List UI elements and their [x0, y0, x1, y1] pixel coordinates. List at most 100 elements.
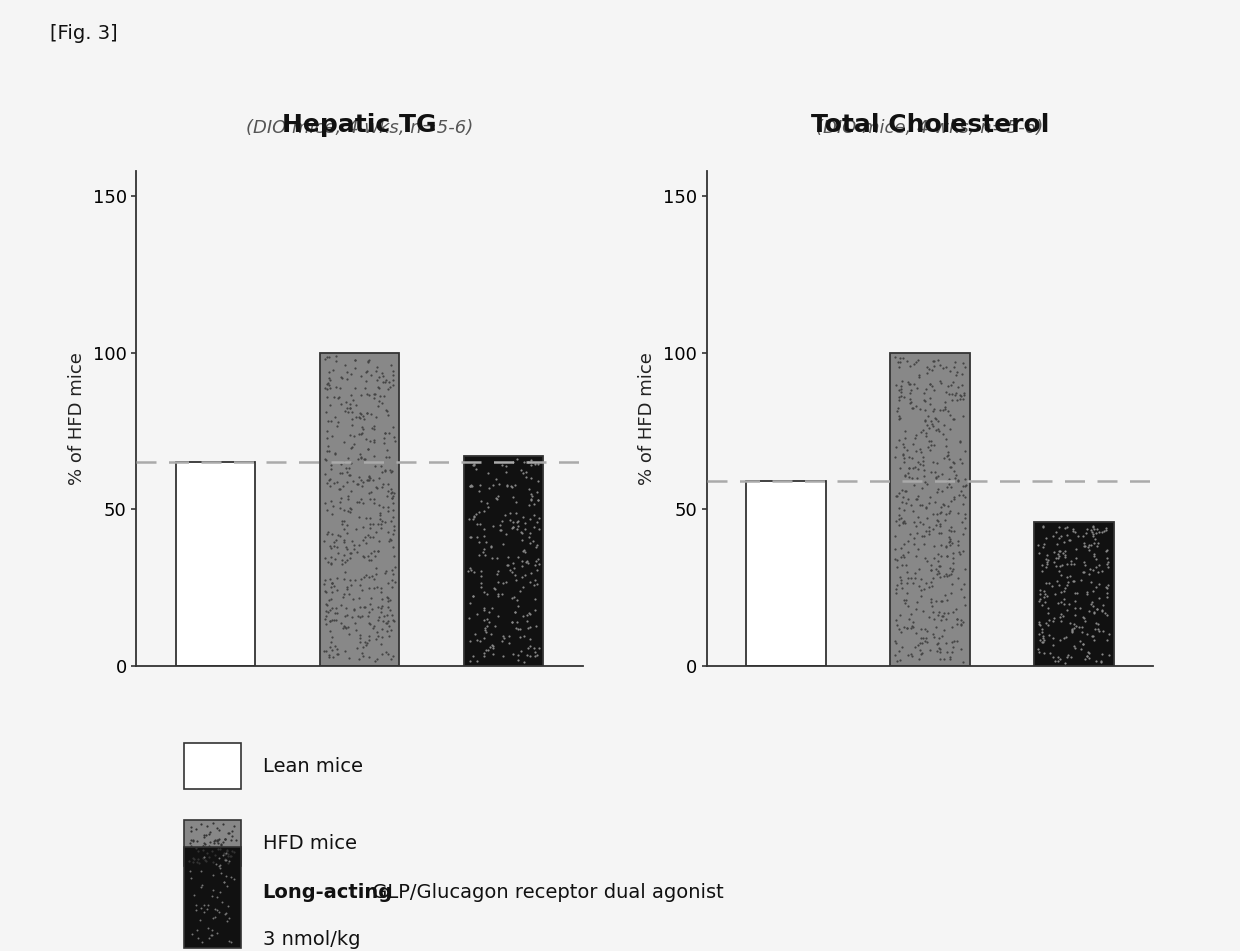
Point [894, 536, 914, 552]
Point [888, 488, 908, 503]
Point [460, 478, 480, 494]
Point [1055, 580, 1075, 595]
Point [358, 609, 378, 624]
Point [360, 492, 379, 507]
Point [337, 371, 357, 386]
Point [939, 403, 959, 418]
Point [353, 495, 373, 511]
Point [350, 537, 370, 553]
Point [356, 432, 376, 447]
Point [527, 484, 547, 499]
Point [379, 532, 399, 547]
Point [1039, 628, 1059, 643]
Point [1033, 631, 1053, 646]
Point [384, 518, 404, 534]
Point [899, 377, 919, 392]
Point [350, 628, 370, 643]
Point [191, 900, 211, 915]
Point [1054, 584, 1074, 599]
Point [365, 386, 384, 401]
Point [910, 497, 930, 513]
Point [346, 622, 366, 637]
Point [515, 545, 534, 560]
Point [330, 481, 350, 496]
Point [383, 539, 403, 554]
Point [356, 510, 376, 525]
Point [1074, 610, 1094, 625]
Point [926, 470, 946, 485]
Point [517, 647, 537, 662]
Point [326, 533, 346, 548]
Point [529, 511, 549, 526]
Point [1087, 601, 1107, 616]
Point [920, 376, 940, 391]
Point [321, 380, 341, 396]
Point [1069, 619, 1089, 634]
Point [384, 613, 404, 629]
Point [479, 643, 498, 658]
Point [326, 539, 346, 554]
Point [1043, 529, 1063, 544]
Point [897, 565, 916, 580]
Point [939, 476, 959, 492]
Point [1097, 559, 1117, 574]
Point [525, 649, 544, 664]
Point [898, 571, 918, 586]
Point [365, 433, 384, 448]
Point [181, 832, 201, 847]
Point [936, 438, 956, 454]
Point [510, 622, 529, 637]
Point [893, 489, 913, 504]
Point [515, 568, 534, 583]
Point [332, 556, 352, 572]
Point [482, 600, 502, 615]
Point [502, 520, 522, 535]
Point [1037, 530, 1056, 545]
Point [371, 516, 391, 532]
Point [1071, 624, 1091, 639]
Point [525, 508, 544, 523]
Point [322, 612, 342, 628]
Point [487, 609, 507, 624]
Point [334, 533, 353, 548]
Point [466, 506, 486, 521]
Point [510, 584, 529, 599]
Point [337, 607, 357, 622]
Point [526, 553, 546, 569]
Point [381, 532, 401, 547]
Point [1074, 565, 1094, 580]
Point [1037, 554, 1056, 570]
Point [327, 606, 347, 621]
Point [367, 373, 387, 388]
Point [315, 379, 335, 395]
Point [216, 906, 236, 922]
Point [195, 852, 215, 867]
Point [936, 540, 956, 555]
Point [955, 490, 975, 505]
Point [459, 563, 479, 578]
Point [932, 609, 952, 624]
Point [936, 567, 956, 582]
Point [505, 589, 525, 604]
Point [376, 426, 396, 441]
Point [505, 605, 525, 620]
Point [341, 501, 361, 516]
Point [365, 434, 384, 449]
Point [321, 494, 341, 509]
Point [192, 878, 212, 893]
Point [1087, 601, 1107, 616]
Point [951, 612, 971, 628]
Point [945, 355, 965, 370]
Point [383, 567, 403, 582]
Point [954, 590, 973, 605]
Point [1092, 604, 1112, 619]
Point [373, 388, 393, 403]
Point [350, 591, 370, 606]
Point [339, 620, 358, 635]
Point [899, 460, 919, 476]
Point [939, 568, 959, 583]
Point [372, 621, 392, 636]
Text: [Fig. 3]: [Fig. 3] [50, 24, 118, 43]
Point [350, 650, 370, 666]
Point [928, 637, 947, 652]
